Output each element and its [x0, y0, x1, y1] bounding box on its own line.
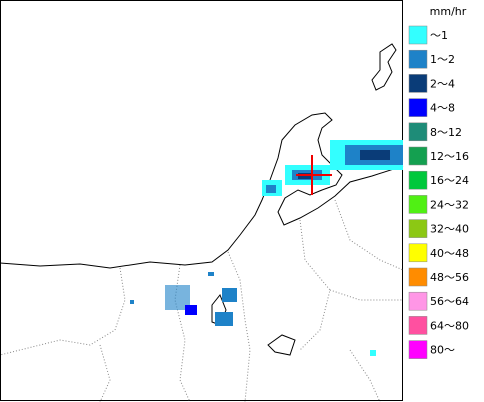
legend-label: 2～4	[430, 77, 455, 90]
map-frame	[0, 0, 403, 401]
legend-label: 40～48	[430, 247, 469, 260]
legend-swatch	[408, 122, 428, 142]
island	[371, 43, 397, 91]
legend-label: 80～	[430, 344, 455, 357]
legend-label: 56～64	[430, 295, 469, 308]
rain-echo	[130, 140, 403, 356]
bay	[267, 334, 296, 356]
legend-label: 48～56	[430, 271, 469, 284]
legend-swatch	[408, 98, 428, 117]
legend-label: 8～12	[430, 126, 462, 139]
cursor-marker	[296, 155, 332, 195]
legend-swatch	[408, 195, 428, 214]
coastline	[0, 112, 404, 269]
legend-label: 1～2	[430, 53, 455, 66]
legend-label: 24～32	[430, 198, 469, 211]
legend-swatch	[408, 49, 428, 69]
legend-swatch	[408, 267, 428, 287]
legend-label: 16～24	[430, 174, 469, 187]
legend-label: 32～40	[430, 223, 469, 236]
legend-label: 4～8	[430, 102, 455, 115]
legend-label: ～1	[430, 29, 448, 42]
legend: mm/hr ～1 1～2 2～4 4～8 8～12 12～16 16～24 24～32 32～4…	[408, 5, 469, 359]
legend-unit: mm/hr	[430, 5, 467, 18]
legend-swatch	[408, 25, 428, 45]
legend-swatch	[408, 340, 428, 359]
legend-label: 64～80	[430, 319, 469, 332]
legend-swatch	[408, 243, 428, 263]
legend-swatch	[408, 146, 428, 166]
legend-swatch	[408, 316, 428, 335]
map	[0, 0, 404, 402]
legend-label: 12～16	[430, 150, 469, 163]
legend-swatch	[408, 291, 428, 311]
legend-swatch	[408, 219, 428, 238]
legend-swatch	[408, 170, 428, 190]
legend-swatch	[408, 74, 428, 93]
prefecture-border	[0, 199, 404, 402]
